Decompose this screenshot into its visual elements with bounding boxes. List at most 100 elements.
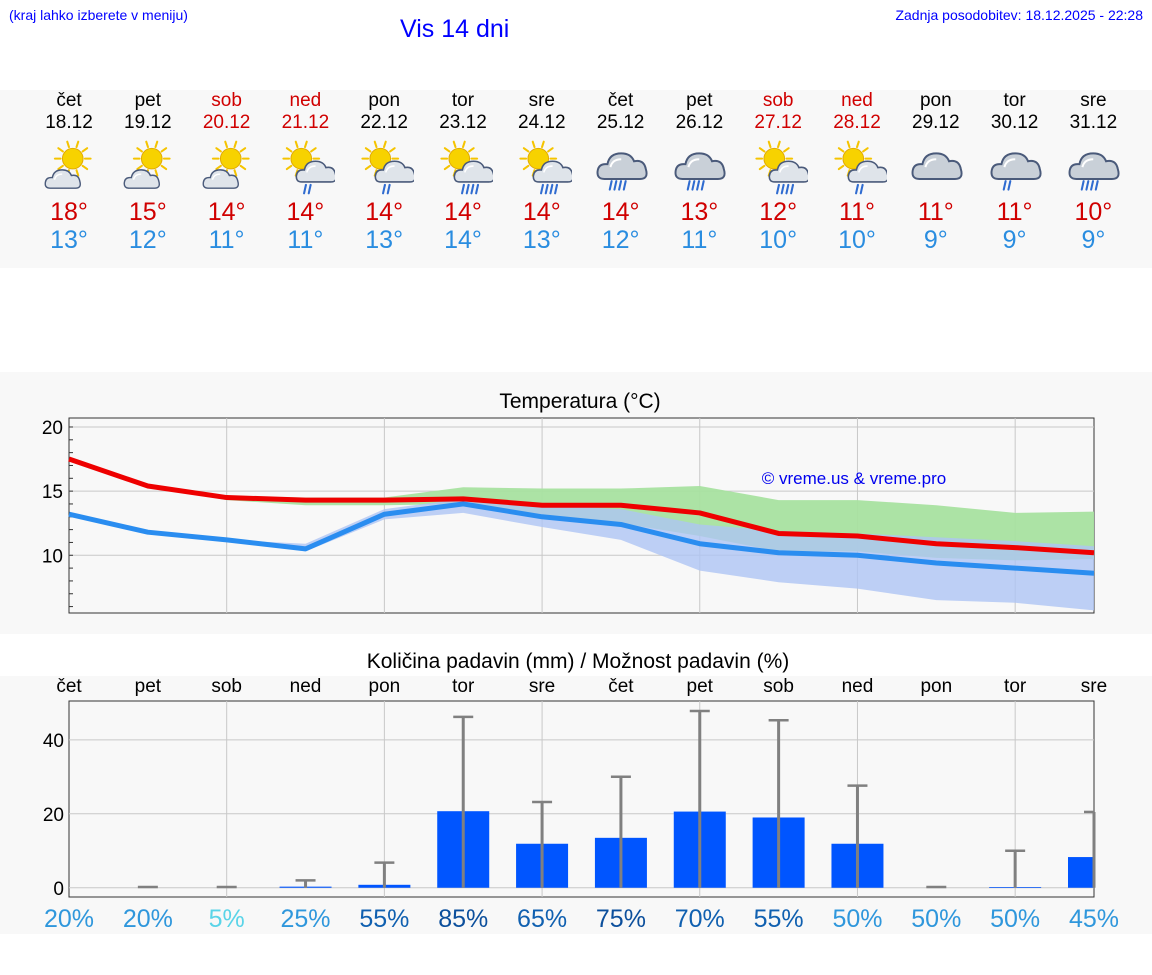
location-hint: (kraj lahko izberete v meniju)	[9, 7, 188, 23]
cloud-light-rain-icon	[990, 152, 1042, 191]
max-temperature: 14°	[444, 198, 482, 226]
max-temperature: 18°	[50, 198, 88, 226]
day-date: 29.12	[912, 112, 960, 133]
y-tick-label: 20	[42, 418, 63, 439]
day-name: tor	[451, 90, 475, 111]
min-temperature: 11°	[287, 226, 324, 254]
sun-cloud-light-rain-icon	[361, 140, 415, 195]
x-day-label: tor	[1004, 676, 1027, 697]
x-day-label: sob	[763, 676, 794, 697]
day-date: 23.12	[439, 112, 487, 133]
day-date: 30.12	[990, 112, 1039, 133]
x-day-label: ned	[842, 676, 874, 697]
sun-icon	[211, 140, 250, 177]
cloud-icon	[453, 160, 493, 183]
x-day-label: sre	[529, 676, 555, 697]
precipitation-probability: 75%	[596, 905, 646, 933]
max-temperature: 14°	[365, 198, 404, 226]
precipitation-chart-title: Količina padavin (mm) / Možnost padavin …	[367, 650, 790, 673]
precipitation-bar	[1068, 857, 1094, 888]
sun-icon	[132, 140, 171, 177]
cloud-icon	[990, 152, 1042, 180]
day-date: 28.12	[833, 112, 881, 133]
day-name: sob	[211, 90, 242, 111]
x-day-label: tor	[452, 676, 475, 697]
y-tick-label: 15	[42, 482, 63, 503]
sun-cloud-light-rain-icon	[282, 140, 336, 195]
cloud-rain-icon	[1068, 152, 1120, 191]
precipitation-plot-area	[68, 700, 1095, 898]
day-name: čet	[56, 90, 82, 111]
precipitation-probability: 50%	[911, 905, 961, 933]
x-day-label: pet	[687, 676, 714, 697]
y-tick-label: 0	[53, 879, 64, 900]
precipitation-probability: 45%	[1069, 905, 1119, 933]
day-name: pet	[686, 90, 713, 111]
cloud-icon	[295, 160, 336, 183]
rain-drops-icon	[461, 183, 480, 195]
day-name: pon	[368, 90, 401, 111]
cloud-rain-icon	[596, 152, 648, 191]
cloud-icon	[768, 160, 809, 183]
day-date: 22.12	[360, 112, 408, 133]
min-temperature-line	[68, 501, 1095, 576]
day-name: ned	[841, 90, 873, 111]
precipitation-probability: 55%	[754, 905, 804, 933]
min-temperature-range-band	[69, 498, 1094, 611]
min-temperature: 9°	[923, 226, 948, 254]
day-name: tor	[1003, 90, 1026, 111]
day-name: pet	[134, 90, 161, 111]
day-name: sre	[528, 90, 555, 111]
rain-drops-icon	[687, 180, 706, 191]
precipitation-probability: 50%	[990, 905, 1040, 933]
sun-cloud-icon	[123, 140, 171, 189]
temperature-chart-title: Temperatura (°C)	[499, 390, 660, 413]
precipitation-probability: 70%	[675, 905, 725, 933]
cloud-icon	[44, 169, 82, 189]
max-temperature: 11°	[996, 198, 1033, 226]
min-temperature: 9°	[1081, 226, 1106, 254]
cloud-icon	[123, 169, 160, 189]
x-day-label: čet	[608, 676, 634, 697]
max-temperature: 12°	[759, 198, 798, 226]
cloud-icon	[674, 152, 726, 180]
cloud-icon	[596, 152, 648, 180]
copyright-label: © vreme.us & vreme.pro	[762, 469, 946, 488]
max-temperature: 14°	[286, 198, 325, 226]
min-temperature: 13°	[365, 226, 404, 254]
cloud-icon	[1068, 152, 1120, 180]
day-name: pon	[919, 90, 952, 111]
rain-drops-icon	[382, 183, 391, 195]
min-temperature: 13°	[50, 226, 88, 254]
min-temperature: 14°	[444, 226, 482, 254]
rain-drops-icon	[1002, 180, 1011, 191]
rain-drops-icon	[608, 180, 627, 191]
cloud-icon	[202, 169, 239, 189]
min-temperature: 12°	[128, 226, 167, 254]
y-tick-label: 20	[43, 805, 64, 826]
x-day-label: sre	[1081, 676, 1107, 697]
sun-cloud-icon	[44, 140, 92, 189]
cloud-icon	[911, 152, 963, 180]
min-temperature: 13°	[522, 226, 561, 254]
sun-cloud-icon	[202, 140, 250, 189]
y-tick-label: 10	[42, 546, 63, 567]
day-date: 19.12	[124, 112, 172, 133]
min-temperature: 10°	[759, 226, 798, 254]
max-temperature: 15°	[128, 198, 167, 226]
precipitation-chart: Količina padavin (mm) / Možnost padavin …	[43, 650, 1119, 933]
precipitation-probability: 50%	[832, 905, 882, 933]
max-temperature: 14°	[522, 198, 561, 226]
sun-cloud-light-rain-icon	[834, 140, 887, 195]
max-temperature-line	[68, 456, 1095, 556]
max-temperature: 11°	[839, 198, 875, 226]
max-temperature: 14°	[207, 198, 246, 226]
precipitation-probability: 20%	[123, 905, 173, 933]
min-temperature: 12°	[601, 226, 640, 254]
precipitation-probability: 20%	[44, 905, 94, 933]
rain-drops-icon	[539, 183, 558, 195]
y-tick-label: 40	[43, 731, 64, 752]
min-temperature: 11°	[208, 226, 245, 254]
cloud-icon	[532, 160, 572, 183]
max-temperature: 14°	[601, 198, 640, 226]
